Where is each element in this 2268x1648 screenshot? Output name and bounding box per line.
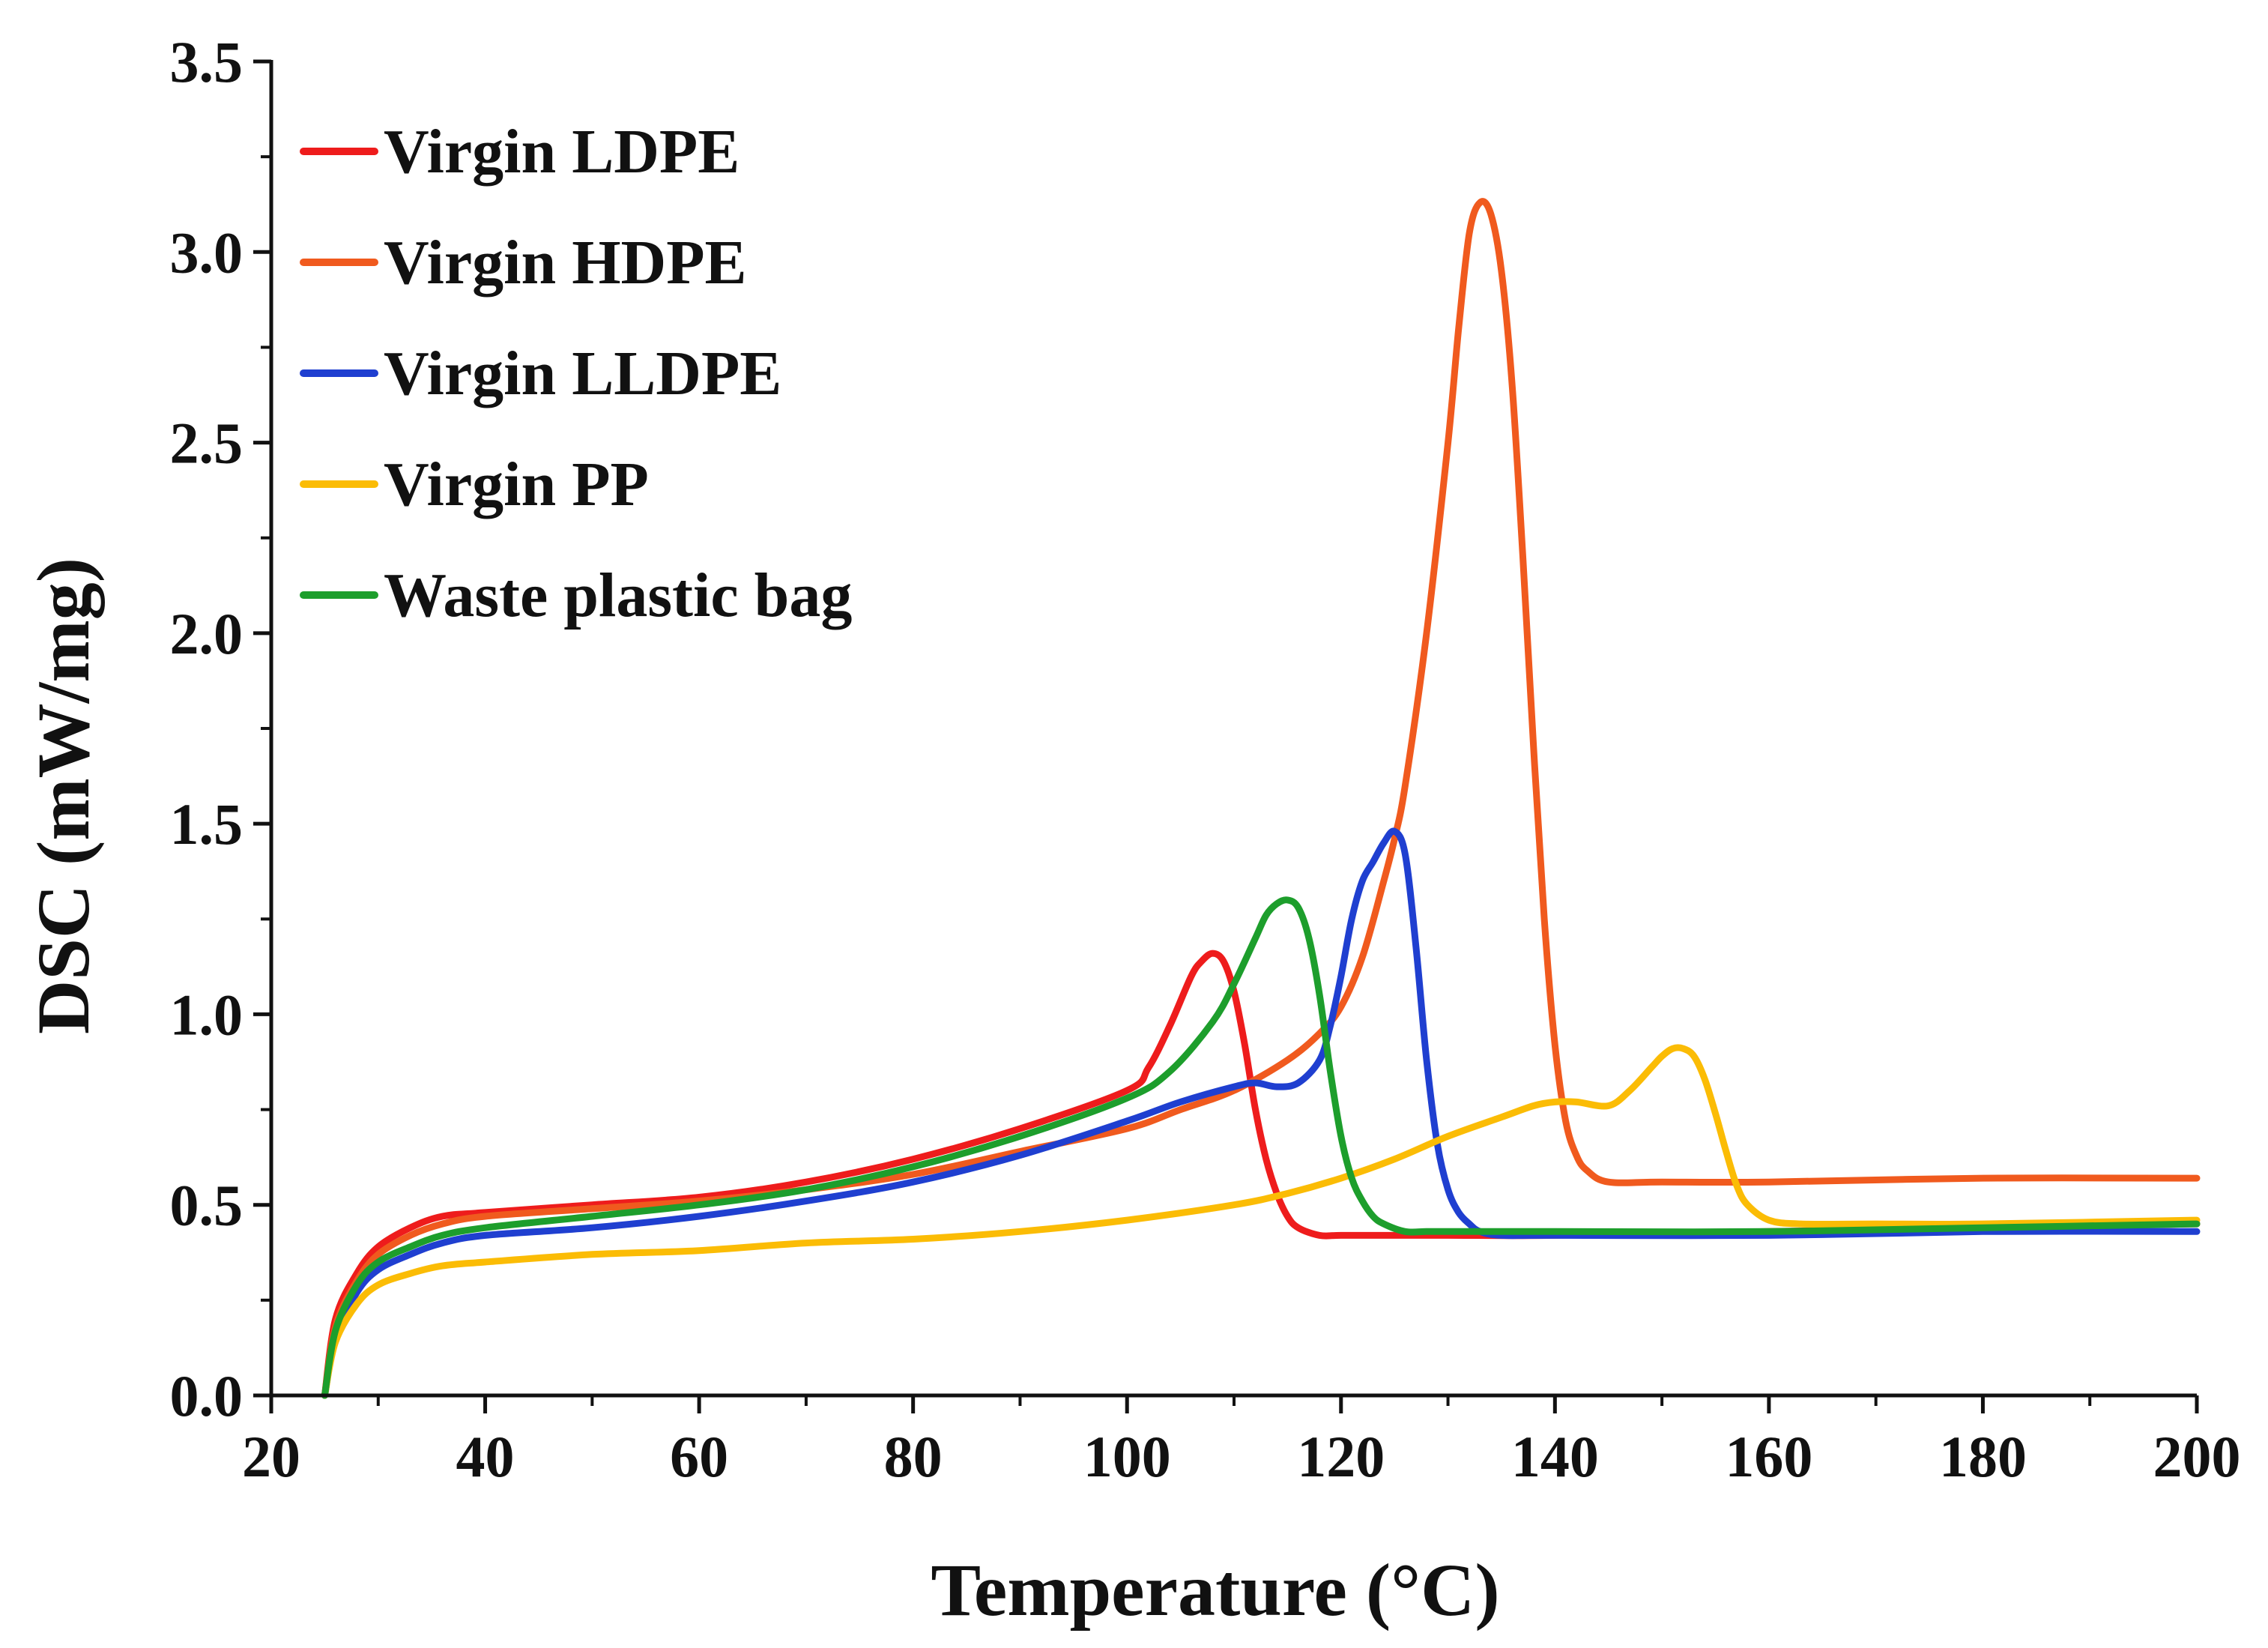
x-tick-label: 20	[242, 1424, 300, 1489]
y-tick-label: 3.0	[170, 220, 244, 285]
legend-item: Waste plastic bag	[300, 561, 852, 630]
series-line-5	[321, 896, 2201, 1399]
legend-item: Virgin LLDPE	[300, 339, 781, 408]
axes-layer: 0.0 0.5 1.0 1.5 2.0 2.5 3.0 3.5 20 40 60 80 100 120 14…	[170, 29, 2241, 1489]
x-tick-label: 180	[1939, 1424, 2027, 1489]
x-tick-label: 100	[1083, 1424, 1171, 1489]
y-tick-label: 2.5	[170, 411, 244, 476]
legend-label: Waste plastic bag	[384, 561, 852, 630]
x-tick-label: 120	[1297, 1424, 1385, 1489]
series-layer	[321, 198, 2201, 1399]
x-tick-label: 160	[1725, 1424, 1812, 1489]
x-tick-label: 40	[456, 1424, 515, 1489]
legend-label: Virgin PP	[384, 450, 649, 519]
series-line-4	[321, 1044, 2201, 1399]
y-tick-label: 1.5	[170, 791, 244, 857]
x-tick-label: 60	[670, 1424, 728, 1489]
legend-item: Virgin PP	[300, 450, 649, 519]
legend-label: Virgin LDPE	[384, 117, 740, 187]
y-tick-label: 1.0	[170, 982, 244, 1047]
x-tick-label: 140	[1511, 1424, 1599, 1489]
legend-label: Virgin HDPE	[384, 228, 747, 298]
series-line-2	[321, 198, 2201, 1399]
legend: Virgin LDPE Virgin HDPE Virgin LLDPE Virgin…	[300, 117, 852, 630]
x-axis-title: Temperature (°C)	[931, 1548, 1499, 1632]
legend-item: Virgin HDPE	[300, 228, 747, 298]
legend-item: Virgin LDPE	[300, 117, 740, 187]
legend-label: Virgin LLDPE	[384, 339, 781, 408]
series-line-1	[321, 950, 2201, 1399]
x-tick-label: 80	[884, 1424, 943, 1489]
y-tick-label: 2.0	[170, 601, 244, 666]
y-tick-label: 0.5	[170, 1173, 244, 1238]
y-axis-title: DSC (mW/mg)	[22, 558, 105, 1034]
y-tick-label: 0.0	[170, 1363, 244, 1428]
y-tick-label: 3.5	[170, 29, 244, 94]
x-tick-label: 200	[2153, 1424, 2241, 1489]
